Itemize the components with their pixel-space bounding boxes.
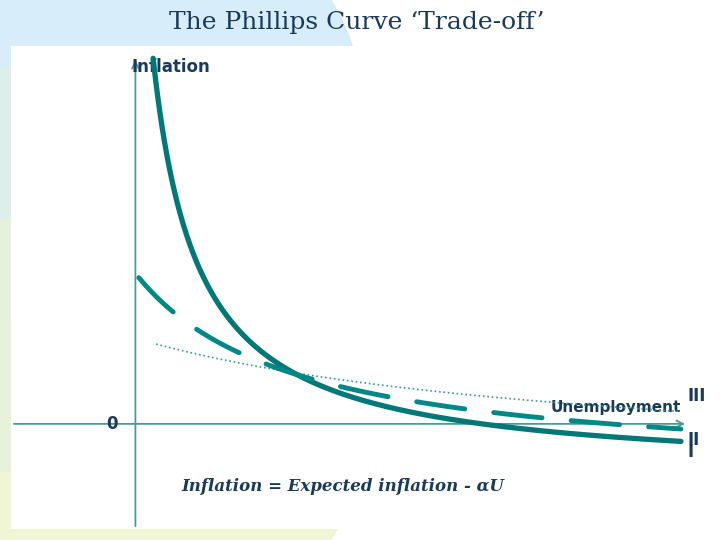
Title: The Phillips Curve ‘Trade-off’: The Phillips Curve ‘Trade-off’ xyxy=(168,11,544,34)
Text: Inflation: Inflation xyxy=(132,58,211,76)
Text: III: III xyxy=(688,387,706,405)
Text: II: II xyxy=(688,431,700,449)
Text: I: I xyxy=(688,443,694,462)
Text: Inflation = Expected inflation - αU: Inflation = Expected inflation - αU xyxy=(181,478,504,495)
Text: 0: 0 xyxy=(107,415,118,433)
Text: Unemployment: Unemployment xyxy=(551,400,681,415)
